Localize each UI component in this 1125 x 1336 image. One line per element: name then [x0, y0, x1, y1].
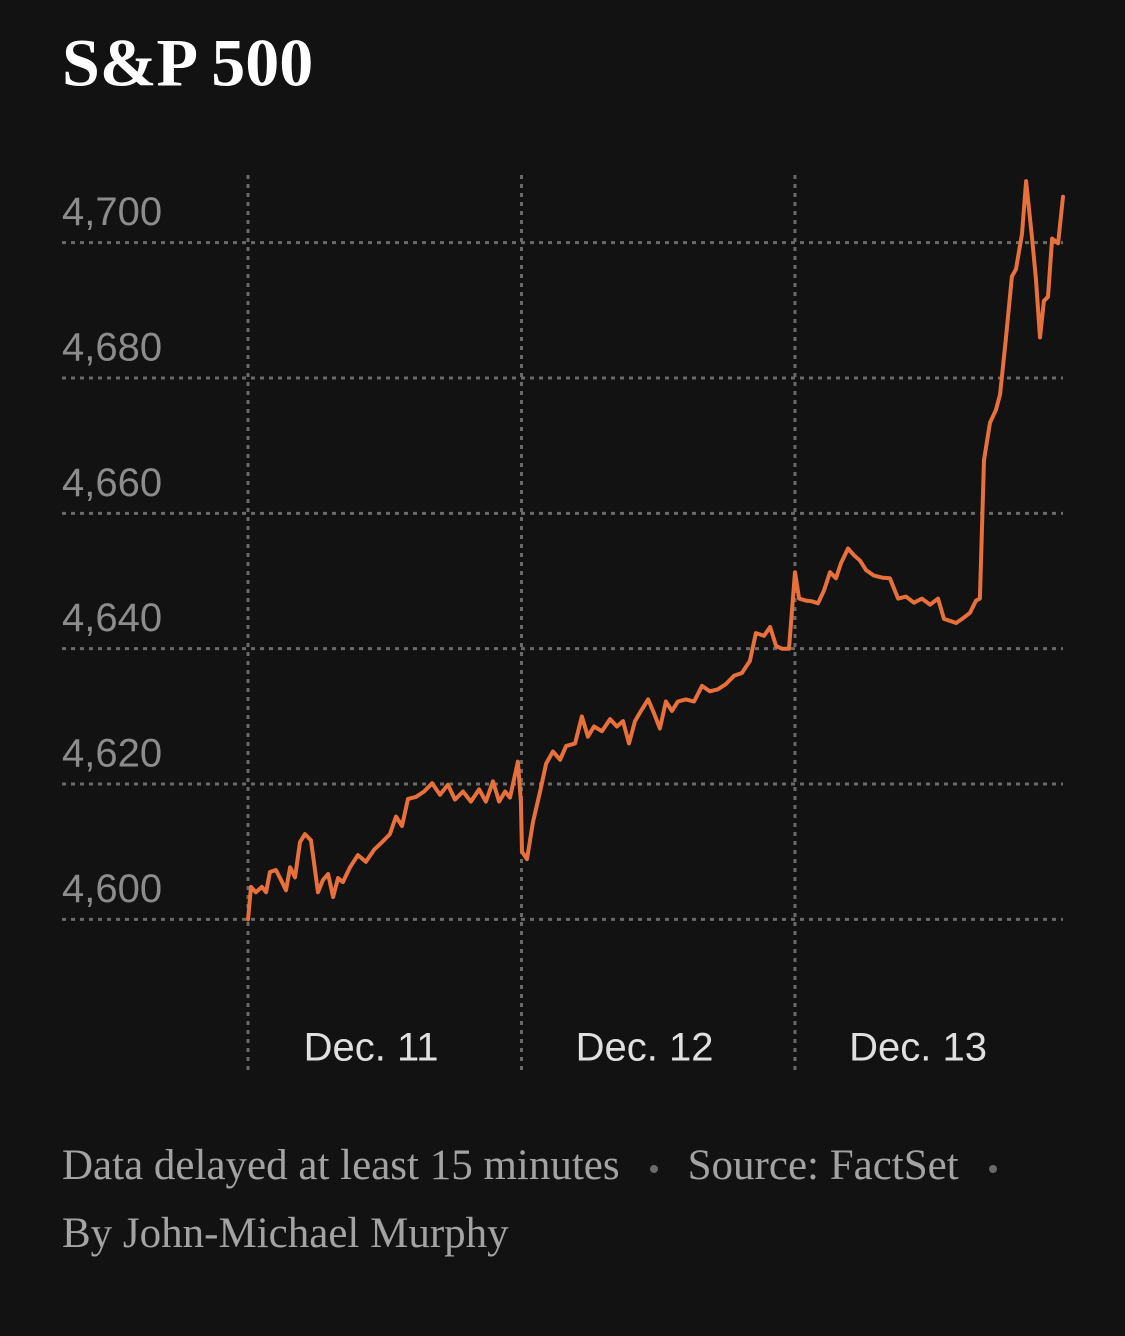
- footer: Data delayed at least 15 minutes Source: …: [62, 1132, 1042, 1268]
- price-line: [246, 179, 1065, 922]
- y-tick-label: 4,640: [62, 596, 162, 640]
- footer-text: Source: FactSet: [687, 1142, 959, 1189]
- x-tick-label: Dec. 11: [304, 1026, 439, 1070]
- y-tick-label: 4,620: [62, 732, 162, 776]
- footer-text: Data delayed at least 15 minutes: [62, 1142, 620, 1189]
- separator: [988, 1165, 997, 1174]
- x-tick-label: Dec. 13: [849, 1026, 987, 1070]
- separator: [649, 1165, 658, 1174]
- y-tick-label: 4,600: [62, 867, 162, 911]
- labels: 4,600 4,620 4,640 4,660 4,680 4,700 Dec. 11 Dec…: [62, 190, 987, 1069]
- footer-text: By John-Michael Murphy: [62, 1210, 509, 1257]
- y-tick-label: 4,700: [62, 190, 162, 234]
- y-tick-label: 4,680: [62, 326, 162, 370]
- x-tick-label: Dec. 12: [576, 1026, 714, 1070]
- chart-title: S&P 500: [62, 25, 313, 101]
- plot: [246, 179, 1065, 922]
- y-tick-label: 4,660: [62, 461, 162, 505]
- grid: [62, 175, 1063, 1075]
